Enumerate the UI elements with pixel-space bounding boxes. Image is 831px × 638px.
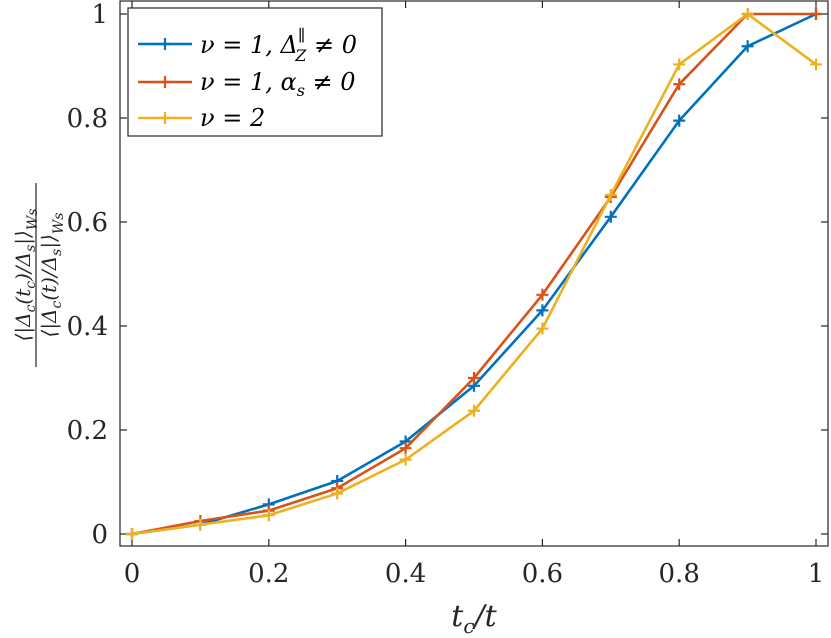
data-point <box>673 114 686 127</box>
y-tick-label: 0.2 <box>67 416 108 446</box>
legend-box <box>127 7 383 137</box>
y-tick-label: 0.4 <box>67 312 108 342</box>
data-point <box>673 78 686 91</box>
data-point <box>399 442 412 455</box>
x-tick-label: 0.4 <box>385 559 426 589</box>
x-tick-label: 0 <box>124 559 141 589</box>
y-label-numerator: ⟨|Δc(tc)/Δs|⟩Ws <box>11 209 41 342</box>
x-axis-label: tc/t <box>451 599 497 638</box>
series-3 <box>126 8 822 540</box>
data-point <box>536 288 549 301</box>
legend-swatch-marker <box>159 112 171 124</box>
tick-labels: 0 0.2 0.4 0.6 0.8 1 0 0.2 0.4 0.6 0.8 1 <box>67 0 825 589</box>
data-point <box>741 8 754 20</box>
data-point <box>741 40 754 53</box>
legend: ν = 1, Δ∥ Z ≠ 0ν = 1, αs ≠ 0 ν = 2 <box>127 7 383 137</box>
y-axis-label: ⟨|Δc(tc)/Δs|⟩Ws⟨|Δc(t)/Δs|⟩Ws <box>11 183 67 367</box>
x-tick-label: 0.8 <box>659 559 700 589</box>
y-label-denominator: ⟨|Δc(t)/Δs|⟩Ws <box>37 213 67 338</box>
legend-item-3 <box>138 112 192 124</box>
y-tick-label: 0.8 <box>67 104 108 134</box>
y-tick-label: 0 <box>91 520 108 550</box>
legend-item-1 <box>138 38 192 50</box>
data-point <box>810 8 822 20</box>
data-point <box>468 404 480 417</box>
x-tick-label: 0.2 <box>248 559 289 589</box>
y-tick-label: 0.6 <box>67 208 108 238</box>
legend-label-2: ν = 1, αs ≠ 0 <box>200 68 356 100</box>
series-group <box>126 8 822 540</box>
data-point <box>536 322 549 335</box>
x-tick-label: 1 <box>808 559 825 589</box>
legend-swatch-marker <box>159 38 171 50</box>
legend-label-3: ν = 2 <box>200 104 265 132</box>
legend-swatch-marker <box>159 76 171 88</box>
data-point <box>468 372 480 384</box>
data-point <box>536 304 549 317</box>
data-point <box>194 518 207 531</box>
axis-ticks <box>120 1 828 546</box>
data-point <box>604 188 617 201</box>
legend-label-1: ν = 1, Δ∥ Z ≠ 0 <box>200 26 357 65</box>
data-point <box>126 528 138 540</box>
x-label-text: tc/t <box>451 599 497 638</box>
data-point <box>331 487 344 500</box>
data-point <box>604 210 617 223</box>
data-point <box>399 453 412 466</box>
data-point <box>810 58 822 71</box>
data-point <box>262 509 275 522</box>
data-point <box>673 58 686 71</box>
legend-item-2 <box>138 76 192 88</box>
x-tick-label: 0.6 <box>522 559 563 589</box>
y-tick-label: 1 <box>91 0 108 30</box>
